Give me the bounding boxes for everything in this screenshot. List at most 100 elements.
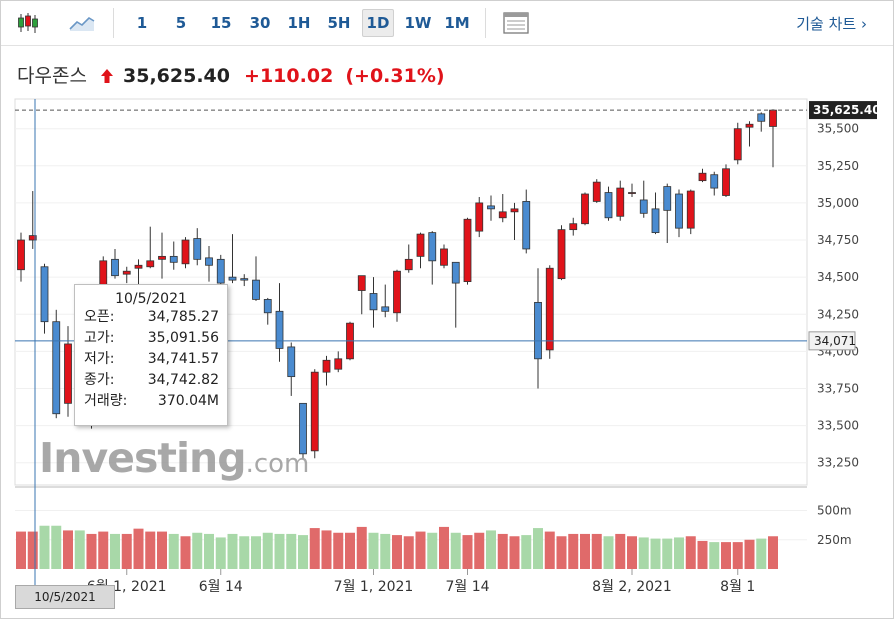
candle-body[interactable]	[228, 276, 237, 281]
volume-bar	[544, 531, 555, 569]
candle-body[interactable]	[745, 123, 754, 128]
price-tick-label: 34,250	[817, 307, 859, 321]
ohlc-tooltip: 10/5/2021 오픈: 34,785.27 고가: 35,091.56 저가…	[74, 284, 228, 426]
x-tick-label: 7월 1, 2021	[334, 579, 414, 595]
candle-body[interactable]	[322, 359, 331, 373]
volume-bar	[309, 528, 320, 569]
candle-body[interactable]	[299, 402, 307, 455]
candle-body[interactable]	[393, 270, 401, 314]
candle-body[interactable]	[17, 239, 25, 271]
candle-body[interactable]	[416, 233, 425, 257]
candle-body[interactable]	[193, 238, 202, 260]
technical-chart-link[interactable]: 기술 차트 ›	[796, 15, 867, 33]
candle-body[interactable]	[428, 232, 437, 262]
candle-body[interactable]	[205, 257, 213, 266]
volume-bar	[157, 531, 167, 569]
candle-body[interactable]	[557, 229, 566, 280]
volume-bar	[98, 531, 109, 569]
candle-body[interactable]	[40, 266, 49, 323]
last-price: 35,625.40	[123, 65, 230, 87]
volume-bar	[298, 535, 308, 569]
candle-body[interactable]	[604, 192, 613, 219]
candle-body[interactable]	[581, 193, 589, 225]
candle-body[interactable]	[357, 275, 366, 291]
candle-body[interactable]	[675, 193, 683, 229]
area-chart-icon[interactable]	[67, 9, 97, 37]
candle-body[interactable]	[487, 205, 495, 210]
volume-bar	[533, 528, 543, 569]
candle-body[interactable]	[698, 172, 707, 182]
candle-body[interactable]	[440, 248, 448, 266]
interval-1[interactable]: 1	[136, 14, 148, 32]
candle-body[interactable]	[334, 358, 343, 370]
volume-bar	[744, 539, 755, 569]
x-tick-label: 8월 2, 2021	[592, 579, 672, 595]
candle-body[interactable]	[158, 255, 166, 260]
candle-body[interactable]	[722, 168, 730, 196]
interval-1d[interactable]: 1D	[362, 9, 394, 37]
candle-body[interactable]	[122, 270, 131, 275]
candle-body[interactable]	[769, 109, 777, 127]
candlestick-icon[interactable]	[13, 9, 43, 37]
candle-body[interactable]	[369, 293, 378, 311]
candle-body[interactable]	[686, 190, 695, 229]
candle-body[interactable]	[451, 261, 460, 284]
candle-body[interactable]	[381, 306, 390, 312]
tooltip-row-open: 오픈: 34,785.27	[84, 309, 219, 325]
candle-body[interactable]	[628, 192, 636, 194]
candle-body[interactable]	[111, 258, 119, 277]
candle-body[interactable]	[310, 371, 319, 452]
interval-1m[interactable]: 1M	[444, 14, 470, 32]
candle-body[interactable]	[616, 187, 625, 217]
volume-bar	[145, 531, 156, 569]
interval-30[interactable]: 30	[249, 14, 271, 32]
volume-bar	[497, 533, 508, 569]
candle-body[interactable]	[64, 343, 72, 404]
candle-body[interactable]	[651, 208, 660, 234]
candle-body[interactable]	[475, 202, 484, 232]
x-tick-label: 6월 14	[199, 579, 243, 595]
candle-body[interactable]	[28, 235, 37, 241]
table-icon[interactable]	[501, 9, 531, 37]
volume-bar	[133, 528, 144, 569]
price-tick-label: 35,000	[817, 196, 859, 210]
candle-body[interactable]	[275, 310, 284, 349]
candle-body[interactable]	[534, 301, 542, 360]
candle-body[interactable]	[134, 264, 143, 269]
candle-body[interactable]	[663, 186, 672, 211]
candle-body[interactable]	[710, 174, 719, 189]
volume-bar	[756, 538, 767, 569]
candle-body[interactable]	[252, 279, 260, 300]
candle-body[interactable]	[216, 258, 225, 284]
interval-15[interactable]: 15	[210, 14, 232, 32]
interval-1h[interactable]: 1H	[287, 14, 311, 32]
candle-body[interactable]	[498, 211, 507, 219]
candle-body[interactable]	[733, 128, 742, 161]
candle-body[interactable]	[146, 260, 155, 268]
candle-body[interactable]	[240, 278, 249, 281]
volume-bar	[274, 533, 285, 569]
candle-body[interactable]	[639, 199, 648, 214]
x-tick-label: 7월 14	[445, 579, 489, 595]
candle-body[interactable]	[522, 201, 531, 250]
candle-body[interactable]	[52, 321, 61, 415]
candle-body[interactable]	[287, 346, 296, 378]
chart-toolbar: 1 5 15 30 1H 5H 1D 1W 1M 기술 차트 ›	[1, 1, 893, 46]
interval-5[interactable]: 5	[175, 14, 187, 32]
volume-bar	[521, 535, 532, 569]
candle-body[interactable]	[592, 181, 601, 202]
volume-bar	[262, 532, 273, 569]
candle-body[interactable]	[169, 255, 178, 263]
candle-body[interactable]	[510, 208, 519, 213]
candle-body[interactable]	[463, 218, 472, 283]
interval-5h[interactable]: 5H	[327, 14, 351, 32]
candle-body[interactable]	[404, 258, 413, 271]
price-tick-label: 34,500	[817, 270, 859, 284]
x-axis: 6월 1, 2021 6월 14 7월 1, 2021 7월 14 8월 2, 2021…	[87, 569, 755, 595]
candle-body[interactable]	[263, 299, 272, 314]
candle-body[interactable]	[757, 113, 766, 122]
interval-1w[interactable]: 1W	[404, 14, 432, 32]
candle-body[interactable]	[545, 267, 554, 351]
candle-body[interactable]	[181, 239, 190, 265]
candle-body[interactable]	[569, 223, 578, 231]
